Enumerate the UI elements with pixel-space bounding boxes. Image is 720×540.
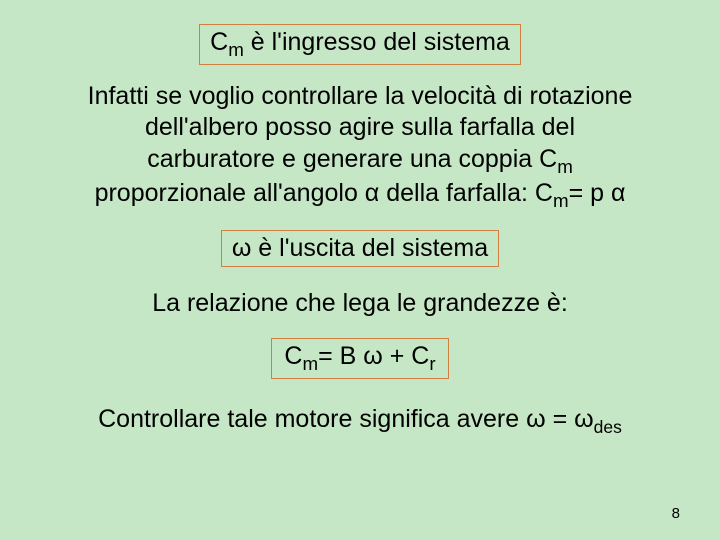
output-definition-box: ω è l'uscita del sistema: [221, 230, 499, 267]
page-number: 8: [672, 505, 680, 522]
control-statement: Controllare tale motore significa avere …: [98, 405, 622, 438]
formula-sub2: r: [429, 353, 435, 374]
para-line4b: = p α: [569, 179, 626, 207]
formula-a: C: [284, 342, 302, 370]
formula-box: Cm= B ω + Cr: [271, 338, 448, 379]
input-definition-box: Cm è l'ingresso del sistema: [199, 24, 521, 65]
explanation-paragraph: Infatti se voglio controllare la velocit…: [88, 81, 633, 212]
output-text: ω è l'uscita del sistema: [232, 234, 488, 262]
input-prefix: C: [210, 28, 228, 56]
formula-b: = B ω + C: [318, 342, 429, 370]
control-a: Controllare tale motore significa avere …: [98, 405, 594, 433]
input-rest: è l'ingresso del sistema: [244, 28, 510, 56]
para-line4a: proporzionale all'angolo α della farfall…: [95, 179, 553, 207]
para-line2: dell'albero posso agire sulla farfalla d…: [145, 113, 575, 141]
para-line3a: carburatore e generare una coppia C: [147, 145, 557, 173]
para-line1: Infatti se voglio controllare la velocit…: [88, 82, 633, 110]
control-sub: des: [594, 417, 622, 437]
relation-text: La relazione che lega le grandezze è:: [152, 289, 568, 318]
para-line4-sub: m: [553, 190, 569, 211]
para-line3-sub: m: [557, 156, 573, 177]
input-sub: m: [228, 39, 244, 60]
formula-sub1: m: [302, 353, 318, 374]
